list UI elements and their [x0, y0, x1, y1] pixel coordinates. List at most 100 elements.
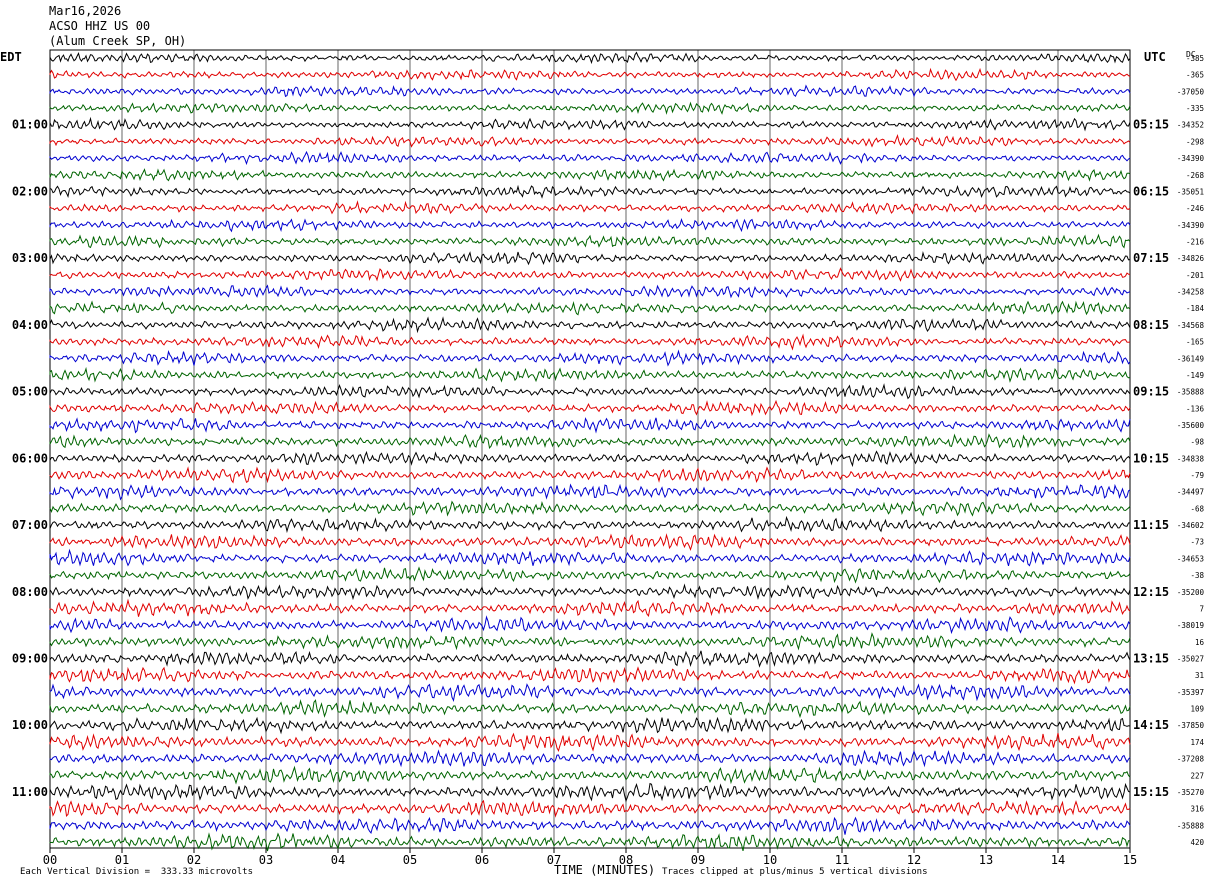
seismic-trace: [49, 433, 1131, 450]
dc-offset-label: -34352: [1177, 121, 1204, 130]
header-station: ACSO HHZ US 00: [49, 19, 151, 33]
dc-offset-label: -35888: [1177, 388, 1205, 397]
dc-offset-label: -165: [1186, 338, 1204, 347]
dc-offset-label: -37208: [1177, 755, 1205, 764]
left-hour-label: 08:00: [12, 585, 48, 599]
dc-offset-label: -98: [1190, 438, 1204, 447]
seismic-trace: [49, 333, 1131, 351]
seismic-trace: [49, 51, 1131, 65]
seismic-trace: [49, 383, 1131, 400]
right-hour-label: 11:15: [1133, 518, 1169, 532]
dc-offset-label: -35888: [1177, 821, 1205, 830]
dc-offset-label: -298: [1186, 137, 1205, 146]
seismic-trace: [49, 816, 1131, 835]
left-hour-label: 03:00: [12, 251, 48, 265]
dc-offset-label: 316: [1190, 805, 1204, 814]
seismic-trace: [49, 251, 1131, 266]
seismic-trace: [49, 316, 1131, 334]
right-hour-label: 09:15: [1133, 385, 1169, 399]
dc-offset-label: -34258: [1177, 288, 1205, 297]
dc-offset-label: -34497: [1177, 488, 1204, 497]
dc-offset-label: -34390: [1177, 154, 1205, 163]
x-tick-label: 07: [547, 853, 561, 867]
left-hour-label: 06:00: [12, 451, 48, 465]
dc-offset-label: -73: [1190, 538, 1204, 547]
dc-offset-label: -246: [1186, 204, 1205, 213]
seismic-trace: [49, 683, 1131, 703]
dc-offset-label: -365: [1186, 71, 1204, 80]
dc-offset-label: -385: [1186, 54, 1204, 63]
seismic-trace: [49, 515, 1131, 534]
x-tick-label: 06: [475, 853, 489, 867]
left-timezone-label: EDT: [0, 50, 22, 64]
dc-offset-label: 31: [1195, 671, 1204, 680]
right-timezone-label: UTC: [1144, 50, 1166, 64]
x-tick-label: 09: [691, 853, 705, 867]
seismic-trace: [49, 267, 1131, 282]
right-hour-label: 08:15: [1133, 318, 1169, 332]
dc-offset-label: -34653: [1177, 554, 1204, 563]
seismic-trace: [49, 650, 1131, 668]
dc-offset-label: 420: [1190, 838, 1204, 847]
dc-offset-label: -335: [1186, 104, 1204, 113]
seismic-trace: [49, 218, 1131, 233]
clip-note: Traces clipped at plus/minus 5 vertical …: [662, 867, 928, 877]
scale-note: Each Vertical Division = 333.33 microvol…: [20, 867, 253, 877]
seismic-trace: [49, 233, 1131, 249]
left-hour-label: 01:00: [12, 118, 48, 132]
left-hour-label: 09:00: [12, 652, 48, 666]
seismic-trace: [49, 67, 1131, 82]
right-hour-label: 06:15: [1133, 184, 1169, 198]
seismic-trace: [49, 168, 1131, 182]
dc-offset-label: -34390: [1177, 221, 1205, 230]
seismic-trace: [49, 200, 1131, 215]
seismic-trace: [49, 84, 1131, 98]
seismic-trace: [49, 300, 1131, 316]
seismic-trace: [49, 598, 1131, 618]
seismic-trace: [49, 583, 1131, 601]
x-tick-label: 11: [835, 853, 849, 867]
seismic-trace: [49, 749, 1131, 768]
seismic-trace: [49, 150, 1131, 166]
dc-offset-label: -79: [1190, 471, 1204, 480]
dc-offset-label: 227: [1190, 771, 1204, 780]
seismic-trace: [49, 732, 1131, 753]
x-tick-label: 02: [187, 853, 201, 867]
dc-offset-label: 109: [1190, 705, 1204, 714]
seismic-trace: [49, 184, 1131, 199]
dc-offset-label: 7: [1199, 604, 1204, 613]
seismic-trace: [49, 533, 1131, 552]
dc-offset-label: -34838: [1177, 454, 1205, 463]
seismic-trace: [49, 832, 1130, 852]
header-date: Mar16,2026: [49, 4, 122, 18]
x-tick-label: 13: [979, 853, 993, 867]
dc-offset-label: -34602: [1177, 521, 1204, 530]
seismic-trace: [49, 799, 1131, 818]
left-hour-label: 05:00: [12, 385, 48, 399]
dc-offset-label: -35600: [1177, 421, 1205, 430]
left-hour-label: 02:00: [12, 184, 48, 198]
seismic-trace: [49, 716, 1131, 735]
seismic-trace: [49, 765, 1131, 785]
x-tick-label: 15: [1123, 853, 1137, 867]
seismic-trace: [49, 666, 1131, 685]
x-tick-label: 00: [43, 853, 57, 867]
seismic-trace: [49, 116, 1131, 132]
dc-offset-label: -201: [1186, 271, 1204, 280]
seismic-trace: [49, 466, 1131, 484]
dc-offset-label: -37850: [1177, 721, 1205, 730]
x-tick-label: 10: [763, 853, 777, 867]
dc-offset-label: -216: [1186, 237, 1205, 246]
x-tick-label: 14: [1051, 853, 1065, 867]
right-hour-label: 13:15: [1133, 652, 1169, 666]
right-hour-label: 07:15: [1133, 251, 1169, 265]
seismic-trace: [49, 615, 1131, 635]
x-tick-label: 03: [259, 853, 273, 867]
x-tick-label: 08: [619, 853, 633, 867]
dc-offset-label: -35397: [1177, 688, 1204, 697]
x-tick-label: 01: [115, 853, 129, 867]
left-hour-label: 04:00: [12, 318, 48, 332]
dc-offset-label: -34826: [1177, 254, 1205, 263]
right-hour-label: 05:15: [1133, 118, 1169, 132]
